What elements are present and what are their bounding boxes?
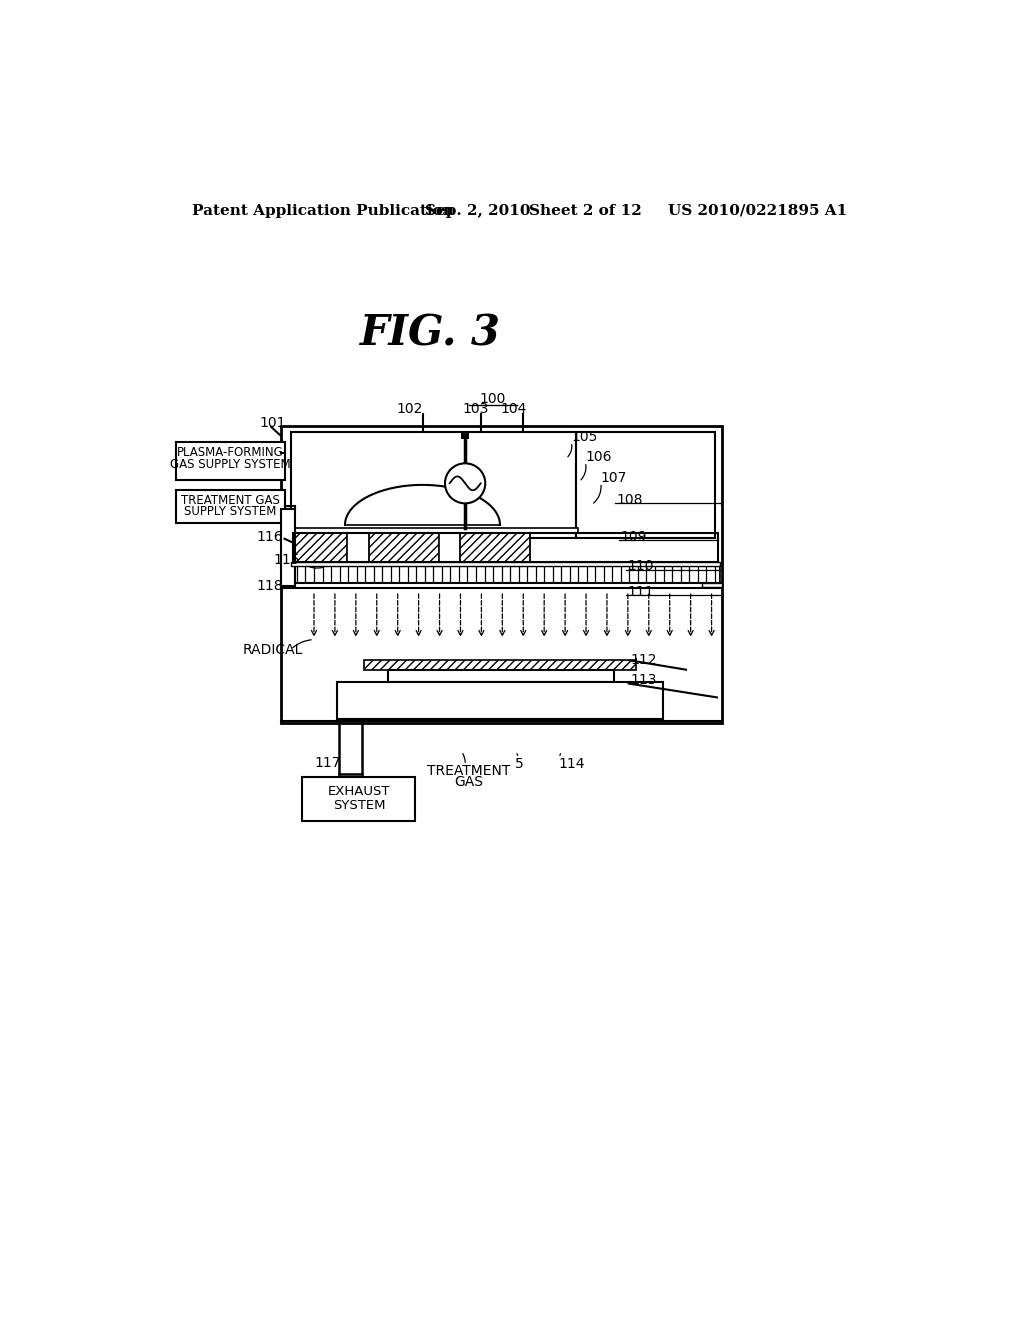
Text: FIG. 3: FIG. 3	[359, 313, 501, 355]
Bar	[575, 432, 716, 539]
Circle shape	[445, 463, 485, 503]
Bar	[293, 533, 718, 562]
Bar	[293, 533, 347, 562]
Bar	[369, 533, 438, 562]
Bar	[461, 533, 530, 562]
Bar	[281, 508, 295, 586]
Bar	[176, 442, 285, 480]
Text: 113: 113	[630, 673, 656, 688]
Bar	[176, 490, 285, 523]
Text: GAS SUPPLY SYSTEM: GAS SUPPLY SYSTEM	[170, 458, 291, 471]
Bar	[388, 669, 614, 682]
Text: SYSTEM: SYSTEM	[333, 799, 385, 812]
Text: 106: 106	[586, 450, 611, 465]
Bar	[720, 566, 722, 582]
Bar	[365, 660, 636, 669]
Bar	[291, 432, 575, 539]
Bar	[347, 533, 369, 562]
Bar	[337, 682, 663, 719]
Text: 105: 105	[571, 430, 598, 444]
Text: RADICAL: RADICAL	[243, 643, 303, 656]
Text: 115: 115	[273, 553, 300, 568]
Text: 117: 117	[314, 756, 341, 770]
Text: 108: 108	[616, 492, 643, 507]
Text: 100: 100	[479, 392, 506, 405]
Bar	[438, 533, 461, 562]
Bar	[291, 528, 578, 532]
Text: EXHAUST: EXHAUST	[328, 785, 390, 797]
Text: SUPPLY SYSTEM: SUPPLY SYSTEM	[184, 506, 276, 519]
Bar	[701, 582, 722, 587]
Text: GAS: GAS	[455, 775, 483, 789]
Text: TREATMENT: TREATMENT	[427, 763, 511, 777]
Bar	[291, 562, 720, 566]
Bar	[291, 566, 720, 582]
Bar	[302, 776, 415, 821]
Text: 116: 116	[256, 531, 283, 544]
Text: Patent Application Publication: Patent Application Publication	[191, 203, 454, 218]
Text: US 2010/0221895 A1: US 2010/0221895 A1	[669, 203, 848, 218]
Text: 111: 111	[627, 585, 653, 599]
Text: 102: 102	[396, 401, 423, 416]
Text: Sheet 2 of 12: Sheet 2 of 12	[529, 203, 642, 218]
Text: 109: 109	[621, 531, 647, 544]
Text: 114: 114	[558, 756, 585, 771]
Text: 118: 118	[256, 578, 283, 593]
Text: PLASMA-FORMING: PLASMA-FORMING	[177, 446, 284, 459]
Bar	[461, 432, 469, 440]
Text: TREATMENT GAS: TREATMENT GAS	[181, 494, 280, 507]
Text: Sep. 2, 2010: Sep. 2, 2010	[425, 203, 530, 218]
Text: 107: 107	[601, 471, 627, 484]
Text: 104: 104	[501, 401, 527, 416]
Text: 110: 110	[627, 560, 653, 573]
Text: 103: 103	[462, 401, 488, 416]
Text: 5: 5	[515, 756, 523, 771]
Text: 101: 101	[260, 416, 287, 429]
Bar	[281, 426, 722, 723]
Text: 112: 112	[630, 653, 656, 668]
